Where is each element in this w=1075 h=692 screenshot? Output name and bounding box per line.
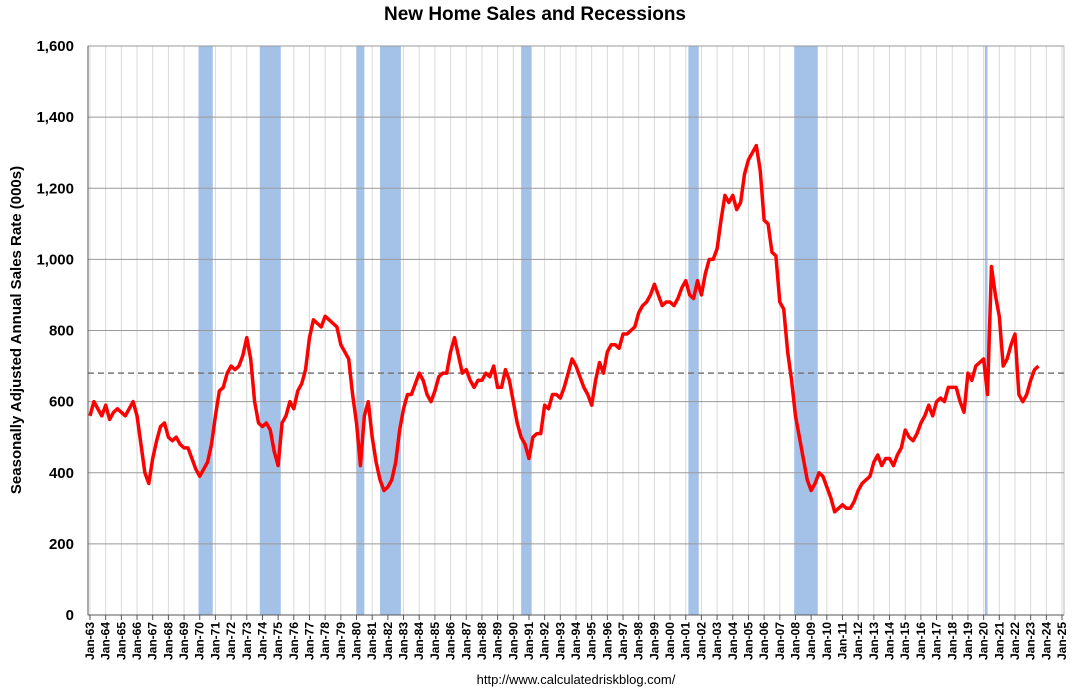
x-tick-label: Jan-17 <box>930 622 944 660</box>
x-tick-label: Jan-99 <box>647 622 661 660</box>
x-tick-label: Jan-09 <box>804 622 818 660</box>
x-tick-label: Jan-08 <box>788 622 802 660</box>
x-tick-label: Jan-70 <box>193 622 207 660</box>
x-tick-label: Jan-93 <box>553 622 567 660</box>
x-tick-label: Jan-83 <box>397 622 411 660</box>
y-tick-label: 800 <box>49 323 74 340</box>
x-tick-label: Jan-72 <box>224 622 238 660</box>
x-tick-label: Jan-86 <box>444 622 458 660</box>
y-tick-label: 1,200 <box>36 180 74 197</box>
x-tick-label: Jan-95 <box>585 622 599 660</box>
x-tick-label: Jan-05 <box>741 622 755 660</box>
x-tick-label: Jan-84 <box>412 622 426 660</box>
x-tick-label: Jan-66 <box>130 622 144 660</box>
y-tick-label: 600 <box>49 394 74 411</box>
y-tick-label: 1,600 <box>36 38 74 55</box>
x-tick-label: Jan-80 <box>350 622 364 660</box>
x-tick-label: Jan-23 <box>1024 622 1038 660</box>
x-tick-label: Jan-88 <box>475 622 489 660</box>
x-tick-label: Jan-25 <box>1055 622 1069 660</box>
x-tick-label: Jan-91 <box>522 622 536 660</box>
x-tick-label: Jan-65 <box>114 622 128 660</box>
x-tick-label: Jan-18 <box>945 622 959 660</box>
x-tick-label: Jan-82 <box>381 622 395 660</box>
x-tick-label: Jan-79 <box>334 622 348 660</box>
x-tick-label: Jan-90 <box>506 622 520 660</box>
x-tick-label: Jan-96 <box>600 622 614 660</box>
x-tick-label: Jan-13 <box>867 622 881 660</box>
x-tick-label: Jan-04 <box>726 622 740 660</box>
x-tick-label: Jan-10 <box>820 622 834 660</box>
x-tick-label: Jan-85 <box>428 622 442 660</box>
x-tick-label: Jan-89 <box>491 622 505 660</box>
x-tick-label: Jan-77 <box>302 622 316 660</box>
x-tick-label: Jan-75 <box>271 622 285 660</box>
y-tick-label: 400 <box>49 465 74 482</box>
x-tick-label: Jan-06 <box>757 622 771 660</box>
x-tick-label: Jan-12 <box>851 622 865 660</box>
x-tick-label: Jan-22 <box>1008 622 1022 660</box>
y-tick-label: 1,400 <box>36 109 74 126</box>
x-tick-label: Jan-78 <box>318 622 332 660</box>
x-tick-label: Jan-07 <box>773 622 787 660</box>
source-text: http://www.calculatedriskblog.com/ <box>477 672 676 687</box>
x-tick-label: Jan-69 <box>177 622 191 660</box>
x-tick-label: Jan-21 <box>992 622 1006 660</box>
x-tick-label: Jan-87 <box>459 622 473 660</box>
x-tick-label: Jan-74 <box>255 622 269 660</box>
y-tick-label: 200 <box>49 536 74 553</box>
x-tick-label: Jan-11 <box>836 622 850 660</box>
x-tick-label: Jan-19 <box>961 622 975 660</box>
x-tick-label: Jan-03 <box>710 622 724 660</box>
x-tick-label: Jan-15 <box>898 622 912 660</box>
x-tick-label: Jan-67 <box>146 622 160 660</box>
y-tick-label: 0 <box>66 607 74 624</box>
chart-title: New Home Sales and Recessions <box>384 4 686 25</box>
x-tick-label: Jan-71 <box>208 622 222 660</box>
x-tick-label: Jan-14 <box>883 622 897 660</box>
y-axis-label: Seasonally Adjusted Annual Sales Rate (0… <box>8 166 25 494</box>
x-tick-label: Jan-97 <box>616 622 630 660</box>
series-line <box>88 143 1040 514</box>
x-tick-label: Jan-01 <box>679 622 693 660</box>
x-tick-label: Jan-73 <box>240 622 254 660</box>
x-tick-label: Jan-16 <box>914 622 928 660</box>
y-tick-label: 1,000 <box>36 251 74 268</box>
x-tick-label: Jan-00 <box>663 622 677 660</box>
x-tick-label: Jan-20 <box>977 622 991 660</box>
x-tick-label: Jan-76 <box>287 622 301 660</box>
x-tick-label: Jan-02 <box>694 622 708 660</box>
x-tick-label: Jan-92 <box>538 622 552 660</box>
x-tick-label: Jan-94 <box>569 622 583 660</box>
x-tick-label: Jan-24 <box>1039 622 1053 660</box>
x-tick-label: Jan-63 <box>83 622 97 660</box>
x-tick-label: Jan-98 <box>632 622 646 660</box>
x-tick-label: Jan-81 <box>365 622 379 660</box>
x-tick-label: Jan-64 <box>99 622 113 660</box>
x-tick-label: Jan-68 <box>161 622 175 660</box>
